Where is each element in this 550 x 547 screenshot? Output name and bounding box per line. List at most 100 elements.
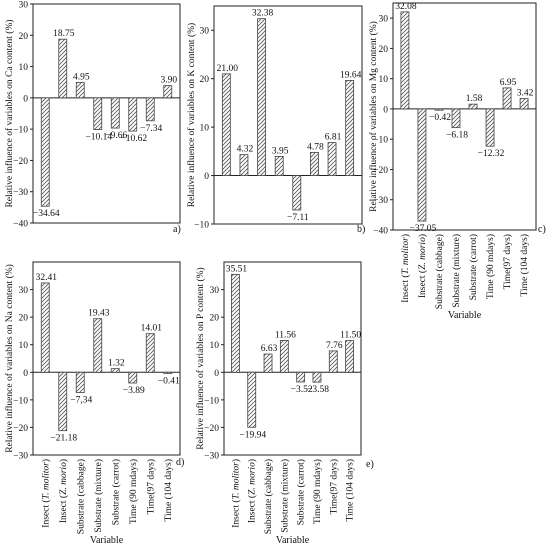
bar-value-label: 18.75 bbox=[53, 29, 75, 39]
bar bbox=[75, 81, 85, 99]
bar-value-label: 32.41 bbox=[36, 273, 58, 283]
bar-value-label: 14.01 bbox=[141, 324, 163, 334]
y-axis-title: Relative influence of variables on Na co… bbox=[4, 264, 15, 453]
y-tick-label: −30 bbox=[13, 188, 28, 198]
y-tick-label: 10 bbox=[19, 63, 29, 73]
bar bbox=[451, 108, 461, 129]
category-label: Time (90 mdays) bbox=[128, 459, 139, 524]
bar-value-label: −10.14 bbox=[85, 133, 112, 143]
bar bbox=[312, 371, 322, 383]
y-tick-label: 0 bbox=[383, 105, 388, 115]
y-tick-label: 10 bbox=[210, 341, 220, 351]
y-tick-label: −10 bbox=[373, 136, 388, 146]
panel-label: b) bbox=[357, 224, 365, 235]
y-tick-label: 20 bbox=[379, 45, 389, 55]
category-label: Substrate (cabbage) bbox=[75, 459, 86, 534]
category-label: Time (90 mdays) bbox=[312, 459, 323, 524]
y-tick-label: −10 bbox=[13, 126, 28, 136]
x-axis-title: Variable bbox=[276, 535, 310, 546]
bar-value-label: 11.50 bbox=[340, 331, 361, 341]
plot-frame bbox=[213, 5, 363, 225]
y-tick-label: 10 bbox=[379, 75, 389, 85]
bar bbox=[292, 175, 302, 211]
plot-frame bbox=[32, 3, 181, 224]
bar bbox=[145, 97, 155, 122]
category-label: Substrate (carrot) bbox=[110, 459, 121, 525]
y-tick-label: 0 bbox=[214, 369, 219, 379]
bar bbox=[310, 151, 319, 176]
bar-value-label: −3.52 bbox=[291, 385, 313, 395]
y-tick-label: 30 bbox=[379, 15, 389, 25]
category-label: Time(97 days) bbox=[502, 234, 513, 289]
bar bbox=[75, 371, 85, 393]
bar-value-label: −21.18 bbox=[50, 434, 77, 444]
panel-label: c) bbox=[538, 224, 546, 235]
bar-value-label: 1.32 bbox=[108, 359, 125, 369]
y-tick-label: 30 bbox=[19, 286, 29, 296]
bar bbox=[296, 371, 306, 383]
bar bbox=[247, 371, 257, 428]
bar bbox=[40, 97, 50, 207]
bar-value-label: 19.43 bbox=[88, 309, 110, 319]
category-label: Insect (T. molitor) bbox=[40, 459, 51, 528]
y-tick-label: −40 bbox=[13, 220, 28, 230]
bar bbox=[345, 80, 355, 176]
x-axis-title: Variable bbox=[90, 535, 124, 546]
bar-value-label: −34.64 bbox=[33, 209, 60, 219]
bar bbox=[328, 350, 338, 373]
plot-frame bbox=[223, 261, 362, 456]
bar-value-label: −37.05 bbox=[410, 224, 437, 234]
bar-value-label: −0.42 bbox=[429, 113, 451, 123]
bar bbox=[58, 38, 68, 99]
bar bbox=[263, 353, 273, 373]
bar-value-label: −19.94 bbox=[239, 430, 266, 440]
y-tick-label: −20 bbox=[204, 424, 219, 434]
panel-e: −30 −20 −10 0 10 20 30 35.51 −19.94 6.63 11.56 −3.5… bbox=[195, 261, 374, 546]
y-tick-label: 20 bbox=[210, 314, 220, 324]
category-label: Time (104 days) bbox=[345, 459, 356, 521]
bar-value-label: 4.78 bbox=[307, 142, 324, 152]
panel-c: −40 −30 −20 −10 0 10 20 30 32.08 −37.05 −0.42 −6.18… bbox=[368, 2, 546, 321]
bar-value-label: −12.32 bbox=[478, 149, 505, 159]
category-label: Insect (T. molitor) bbox=[230, 459, 241, 528]
category-label: Substrate (carrot) bbox=[468, 234, 479, 300]
bar-value-label: 35.51 bbox=[226, 264, 248, 274]
category-label: Insect (Z. morio) bbox=[247, 459, 258, 523]
bar bbox=[485, 108, 495, 147]
bar bbox=[257, 18, 266, 176]
category-label: Time (104 days) bbox=[519, 234, 530, 296]
y-tick-label: −30 bbox=[204, 452, 219, 462]
category-label: Substrate (mixture) bbox=[451, 234, 462, 308]
bar bbox=[468, 103, 478, 110]
bar-value-label: 3.95 bbox=[272, 146, 289, 156]
category-label: Substrate (mixture) bbox=[279, 459, 290, 533]
category-label: Time(97 days) bbox=[145, 459, 156, 514]
bar-value-label: 6.63 bbox=[261, 344, 278, 354]
category-label: Substrate (carrot) bbox=[296, 459, 307, 525]
panel-b: −10 0 10 20 30 21.00 4.32 32.38 3.95 −7.11 4.786.8… bbox=[186, 5, 365, 235]
category-label: Insect (T. molitor) bbox=[400, 234, 411, 303]
bar bbox=[231, 273, 240, 373]
y-tick-label: 0 bbox=[204, 172, 209, 182]
y-axis-title: Relative influence of variables on Mg co… bbox=[368, 21, 379, 212]
bar-value-label: 11.56 bbox=[275, 330, 296, 340]
bar-value-label: 1.58 bbox=[466, 94, 483, 104]
bar-value-label: −7,34 bbox=[70, 396, 92, 406]
bar bbox=[434, 108, 444, 111]
bar-value-label: −3.89 bbox=[123, 386, 145, 396]
bar bbox=[221, 73, 231, 176]
plot-frame bbox=[392, 2, 537, 231]
bar bbox=[58, 371, 68, 432]
x-axis-title: Variable bbox=[448, 310, 482, 321]
bar-value-label: 7.76 bbox=[326, 341, 343, 351]
bar-value-label: 6.95 bbox=[500, 78, 517, 88]
bar bbox=[417, 108, 427, 222]
y-tick-label: −30 bbox=[373, 196, 388, 206]
bar bbox=[110, 97, 120, 129]
bar bbox=[239, 154, 249, 176]
category-label: Time (90 mdays) bbox=[485, 234, 496, 299]
category-label: Time (104 days) bbox=[163, 459, 174, 521]
bar bbox=[279, 340, 289, 373]
bar-value-label: −6.18 bbox=[446, 131, 468, 141]
